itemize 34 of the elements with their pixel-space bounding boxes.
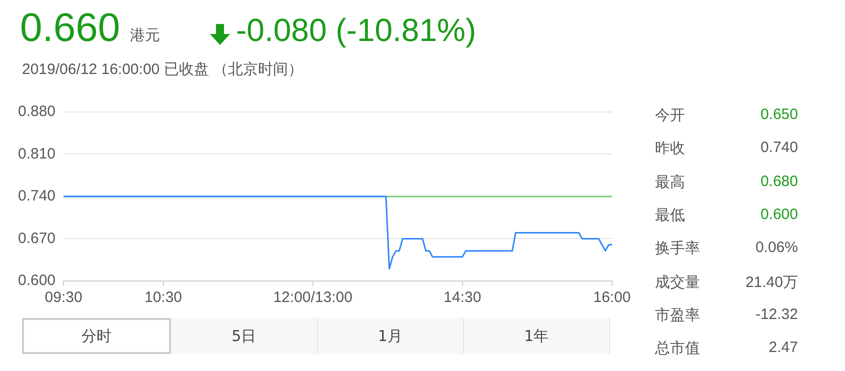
text: 1月 [318, 318, 464, 354]
y-tick-label: 0.670 [18, 230, 56, 247]
text: 成交量 [655, 272, 700, 292]
y-tick-label: 0.740 [18, 188, 56, 205]
x-tick-label: 14:30 [444, 289, 482, 306]
chart-title: 0.660 [20, 6, 120, 51]
text: 5日 [171, 318, 318, 354]
text: 昨收 [655, 139, 685, 158]
text: 0.680 [759, 172, 798, 190]
text: 今开 [655, 106, 685, 125]
text: 0.600 [759, 206, 798, 223]
text: 市盈率 [655, 306, 700, 325]
text: 2.47 [768, 339, 798, 356]
y-tick-label: 0.810 [18, 145, 56, 162]
text: 分时 [22, 318, 172, 354]
text: 总市值 [655, 339, 700, 358]
x-tick-label: 10:30 [144, 289, 182, 306]
text: 0.650 [759, 106, 798, 123]
text: -12.32 [755, 306, 798, 323]
text: 港元 [130, 26, 160, 45]
text: 换手率 [655, 239, 700, 258]
y-tick-label: 0.600 [18, 272, 56, 290]
text: 0.06% [755, 239, 798, 256]
x-tick-label: 12:00/13:00 [273, 289, 352, 306]
chart-subtitle: 2019/06/12 16:00:00 已收盘 （北京时间） [22, 60, 303, 79]
text: 21.40万 [745, 274, 798, 290]
x-tick-label: 16:00 [593, 289, 631, 306]
text: 0.740 [759, 139, 798, 156]
text: 最高 [655, 172, 685, 192]
text: -0.080 (-10.81%) [236, 12, 476, 49]
x-tick-label: 09:30 [44, 289, 82, 306]
y-tick-label: 0.880 [18, 103, 56, 120]
text: 1年 [464, 318, 610, 354]
text: 最低 [655, 206, 685, 225]
